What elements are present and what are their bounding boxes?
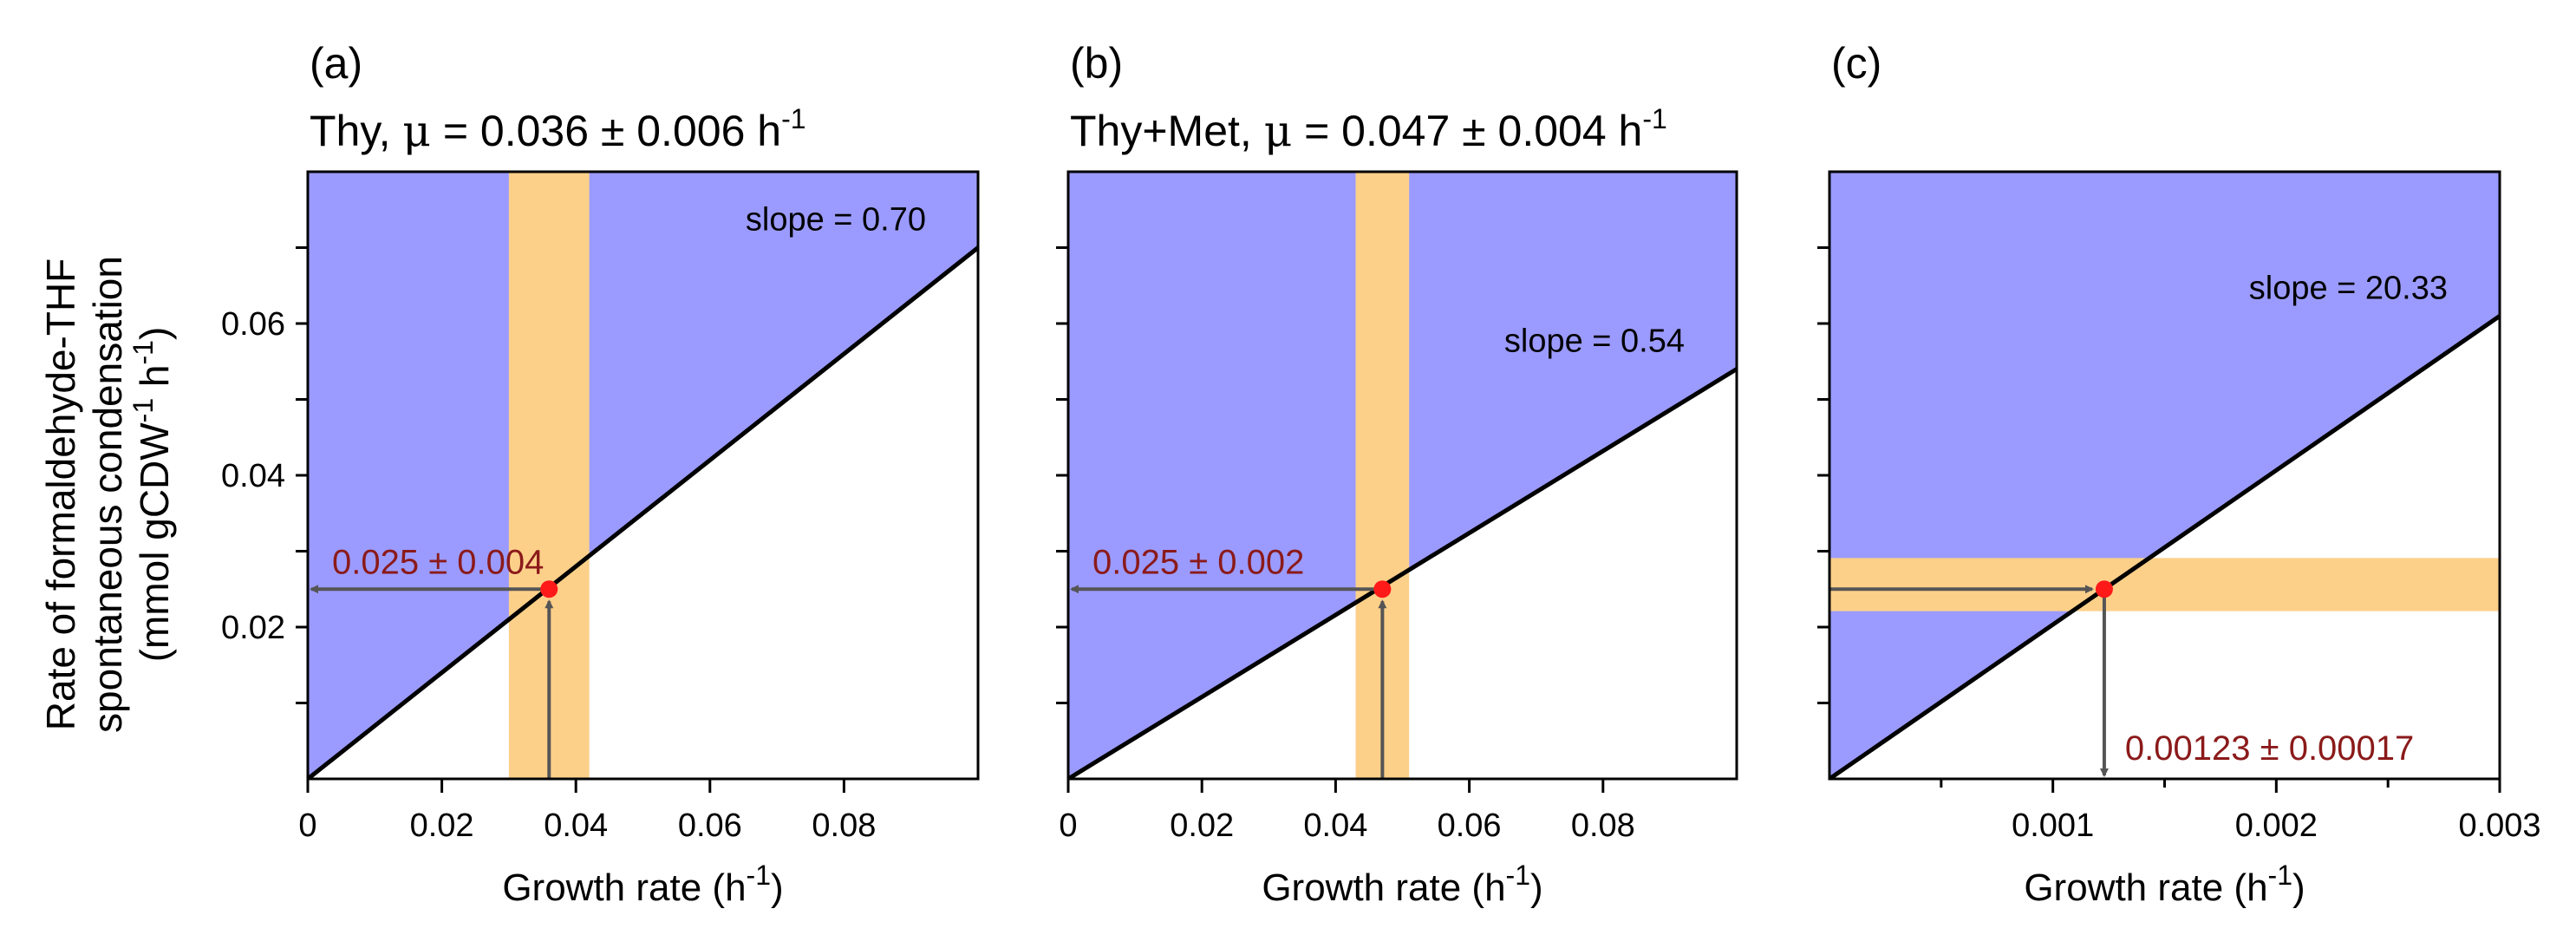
y-axis-label-unit-c: ): [132, 327, 177, 340]
panel-b: 0.025 ± 0.002 slope = 0.54 0 0.02 0.04 0.06 0.…: [1056, 39, 1738, 909]
x-tick-label: 0: [1059, 808, 1077, 844]
x-tick-label: 0: [298, 808, 316, 844]
panel-label: (b): [1070, 39, 1123, 88]
slope-line: [308, 245, 978, 779]
slope-label: slope = 0.54: [1504, 324, 1685, 360]
y-tick-label: 0.04: [221, 458, 285, 494]
x-tick-label: 0.08: [812, 808, 876, 844]
uncertainty-band: [1829, 558, 2500, 611]
feasible-region: [308, 172, 978, 779]
feasible-region: [1829, 172, 2500, 779]
x-tick-label: 0.06: [678, 808, 742, 844]
x-tick-label: 0.08: [1571, 808, 1635, 844]
y-axis-label-line-1: Rate of formaldehyde-THF: [38, 258, 83, 731]
y-axis-label-unit-a: (mmol gCDW: [132, 422, 177, 663]
result-annotation: 0.025 ± 0.002: [1092, 543, 1304, 581]
slope-line: [1829, 314, 2500, 779]
y-axis-label-sup-a: -1: [127, 398, 159, 422]
x-tick-label: 0.06: [1438, 808, 1502, 844]
y-axis-label-sup-b: -1: [127, 340, 159, 364]
y-axis-label-line-3: (mmol gCDW-1 h-1): [127, 327, 177, 663]
result-point: [2095, 580, 2113, 598]
panel-label: (a): [310, 39, 362, 88]
result-annotation: 0.00123 ± 0.00017: [2125, 729, 2414, 768]
slope-line: [1068, 367, 1737, 779]
x-tick-label: 0.02: [410, 808, 474, 844]
slope-label: slope = 0.70: [746, 202, 926, 239]
plot-area: [1068, 172, 1737, 779]
x-axis-label: Growth rate (h-1): [502, 860, 783, 909]
y-tick-label: 0.06: [221, 306, 285, 343]
y-axis-label-line-2: spontaneous condensation: [85, 256, 130, 733]
plot-area: [1829, 172, 2500, 779]
plot-area: [308, 172, 978, 779]
x-tick-label: 0.04: [1303, 808, 1367, 844]
y-axis-label: Rate of formaldehyde-THF spontaneous con…: [38, 256, 177, 733]
y-axis-label-unit-b: h: [132, 364, 177, 397]
x-axis-label: Growth rate (h-1): [1262, 860, 1542, 909]
panel-label: (c): [1831, 39, 1881, 88]
result-point: [540, 580, 558, 598]
result-point: [1373, 580, 1392, 598]
x-tick-label: 0.04: [544, 808, 608, 844]
x-tick-label: 0.001: [2012, 808, 2094, 844]
panel-title: Thy+Met, μ = 0.047 ± 0.004 h-1: [1070, 103, 1667, 156]
panel-c: 0.00123 ± 0.00017 slope = 20.33 0.001 0.002…: [1817, 39, 2541, 909]
x-tick-label: 0.002: [2235, 808, 2318, 844]
slope-label: slope = 20.33: [2249, 270, 2448, 306]
result-annotation: 0.025 ± 0.004: [332, 543, 544, 581]
x-tick-label: 0.02: [1170, 808, 1234, 844]
x-axis-label: Growth rate (h-1): [2024, 860, 2305, 909]
y-tick-label: 0.02: [221, 610, 285, 646]
x-tick-label: 0.003: [2458, 808, 2540, 844]
panel-title: Thy, μ = 0.036 ± 0.006 h-1: [310, 103, 806, 156]
panel-a: 0.025 ± 0.004 slope = 0.70 0 0.02 0.04 0.06 0.…: [221, 39, 980, 909]
